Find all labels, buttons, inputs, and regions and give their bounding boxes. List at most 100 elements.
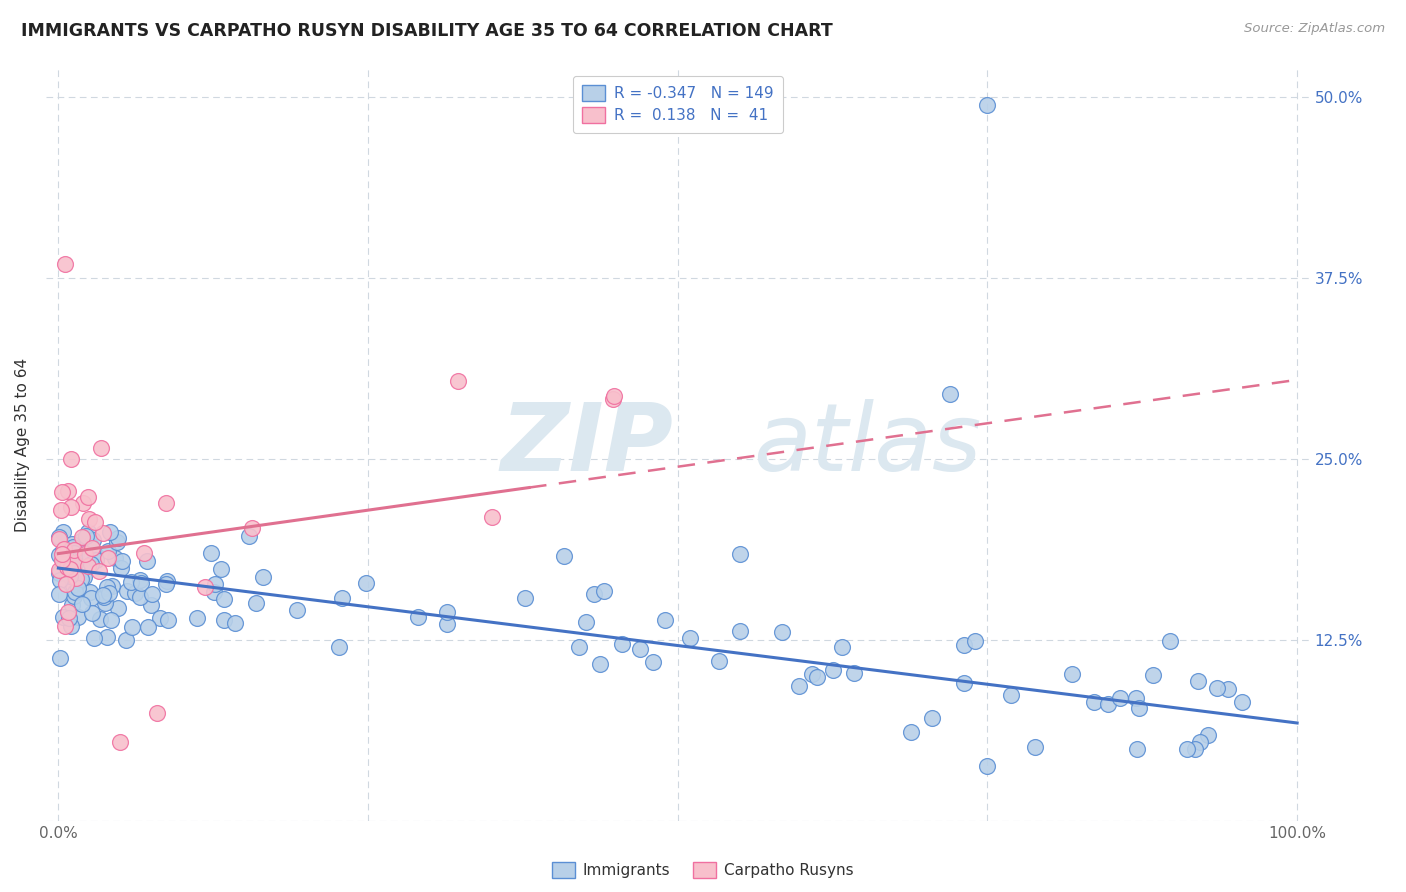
Point [679, 631, 702, 645]
Point [84, 553, 107, 567]
Point [60, 500, 83, 515]
Point [149, 611, 172, 625]
Point [59, 452, 82, 467]
Point [214, 613, 236, 627]
Point [69, 533, 91, 548]
Point [48, 566, 70, 580]
Point [1218, 681, 1240, 696]
Point [436, 605, 458, 619]
Point [436, 616, 458, 631]
Point [1198, 728, 1220, 742]
Point [136, 620, 159, 634]
Point [583, 587, 606, 601]
Point [48, 562, 70, 576]
Point [72, 496, 94, 510]
Point [53, 257, 76, 271]
Point [48, 532, 70, 546]
Point [67, 610, 90, 624]
Point [75, 528, 97, 542]
Point [602, 392, 624, 406]
Point [1024, 739, 1046, 754]
Point [939, 387, 962, 401]
Point [155, 577, 177, 591]
Point [89, 564, 111, 578]
Point [48, 529, 70, 543]
Point [953, 638, 976, 652]
Legend: R = -0.347   N = 149, R =  0.138   N =  41: R = -0.347 N = 149, R = 0.138 N = 41 [572, 76, 783, 133]
Point [641, 655, 664, 669]
Point [141, 586, 163, 600]
Point [49, 651, 72, 665]
Point [821, 663, 844, 677]
Point [1230, 695, 1253, 709]
Point [135, 554, 157, 568]
Point [603, 389, 626, 403]
Point [93, 591, 115, 605]
Point [209, 562, 232, 576]
Point [446, 374, 468, 388]
Point [553, 549, 575, 564]
Text: IMMIGRANTS VS CARPATHO RUSYN DISABILITY AGE 35 TO 64 CORRELATION CHART: IMMIGRANTS VS CARPATHO RUSYN DISABILITY … [21, 22, 832, 40]
Point [128, 590, 150, 604]
Point [134, 546, 156, 560]
Point [1083, 695, 1105, 709]
Text: ZIP: ZIP [501, 399, 673, 491]
Point [73, 570, 96, 584]
Point [97, 550, 120, 565]
Text: atlas: atlas [754, 400, 981, 491]
Point [1060, 666, 1083, 681]
Point [62, 537, 84, 551]
Point [79, 584, 101, 599]
Point [287, 602, 309, 616]
Point [204, 577, 226, 591]
Point [55, 547, 77, 561]
Point [1000, 688, 1022, 702]
Point [77, 558, 100, 573]
Point [100, 579, 122, 593]
Point [194, 580, 217, 594]
Point [1175, 742, 1198, 756]
Point [212, 592, 235, 607]
Point [328, 640, 350, 654]
Point [97, 544, 120, 558]
Point [110, 735, 132, 749]
Point [72, 547, 94, 561]
Point [1206, 681, 1229, 696]
Point [70, 598, 93, 612]
Point [111, 554, 134, 568]
Point [730, 624, 752, 639]
Point [67, 539, 90, 553]
Point [612, 637, 634, 651]
Point [65, 571, 87, 585]
Point [63, 557, 86, 571]
Point [1189, 735, 1212, 749]
Point [965, 633, 987, 648]
Point [59, 569, 82, 583]
Point [186, 611, 208, 625]
Point [513, 591, 536, 606]
Point [575, 615, 598, 629]
Point [52, 542, 75, 557]
Point [107, 600, 129, 615]
Point [48, 587, 70, 601]
Point [157, 613, 180, 627]
Point [59, 566, 82, 580]
Point [52, 524, 75, 539]
Point [1125, 690, 1147, 705]
Point [82, 606, 104, 620]
Point [628, 641, 651, 656]
Point [976, 759, 998, 773]
Point [240, 521, 263, 535]
Point [1187, 674, 1209, 689]
Point [245, 596, 267, 610]
Point [107, 531, 129, 545]
Point [65, 547, 87, 561]
Point [110, 560, 132, 574]
Point [55, 577, 77, 591]
Point [481, 510, 503, 524]
Legend: Immigrants, Carpatho Rusyns: Immigrants, Carpatho Rusyns [547, 856, 859, 884]
Point [89, 612, 111, 626]
Point [200, 546, 222, 560]
Point [60, 553, 83, 567]
Point [1109, 691, 1132, 706]
